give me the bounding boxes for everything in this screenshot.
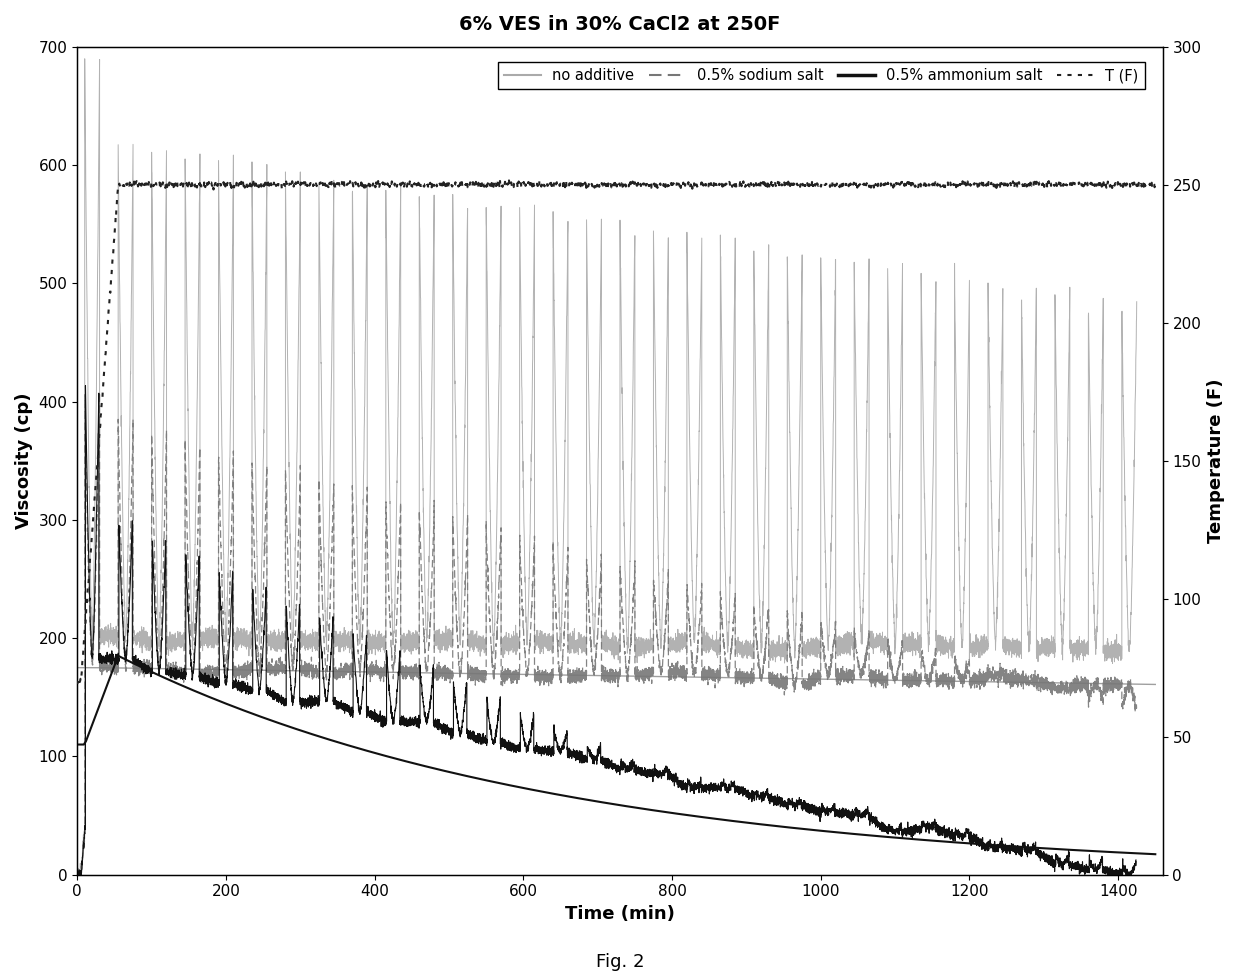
Text: Fig. 2: Fig. 2 — [595, 954, 645, 971]
Legend: no additive, 0.5% sodium salt, 0.5% ammonium salt, T (F): no additive, 0.5% sodium salt, 0.5% ammo… — [498, 63, 1145, 89]
Y-axis label: Viscosity (cp): Viscosity (cp) — [15, 393, 33, 529]
X-axis label: Time (min): Time (min) — [565, 905, 675, 923]
Title: 6% VES in 30% CaCl2 at 250F: 6% VES in 30% CaCl2 at 250F — [459, 15, 781, 34]
Y-axis label: Temperature (F): Temperature (F) — [1207, 378, 1225, 543]
